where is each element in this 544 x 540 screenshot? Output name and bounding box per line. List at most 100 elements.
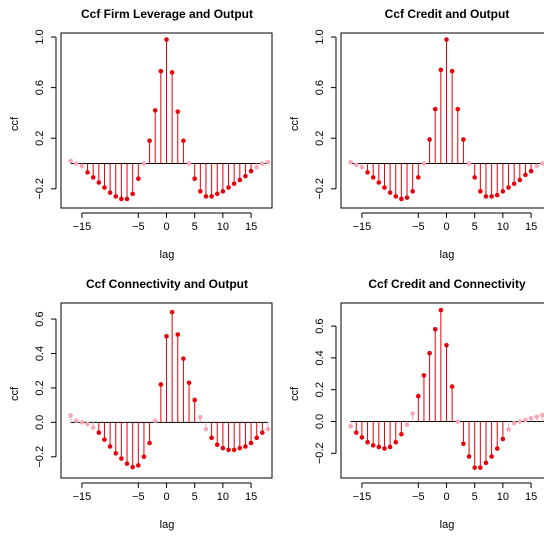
x-axis-label: lag: [440, 249, 455, 261]
ccf-point: [506, 427, 511, 432]
ccf-point: [169, 309, 175, 315]
x-axis-label: lag: [160, 249, 175, 261]
ccf-point: [248, 440, 254, 446]
ccf-point: [203, 194, 209, 199]
x-tick-label: 15: [245, 221, 257, 233]
chart-title: Ccf Firm Leverage and Output: [81, 7, 253, 21]
x-tick-label: −15: [73, 221, 92, 233]
ccf-point: [376, 444, 382, 450]
ccf-point: [387, 190, 393, 195]
ccf-point: [96, 430, 102, 435]
y-tick-label: 0.0: [34, 415, 46, 430]
ccf-point: [107, 444, 113, 449]
ccf-point: [73, 161, 79, 166]
ccf-point: [348, 423, 353, 429]
ccf-point: [79, 420, 85, 425]
plot-frame: [340, 302, 544, 479]
ccf-point: [466, 161, 472, 166]
x-tick-label: 0: [163, 221, 169, 233]
ccf-point: [353, 430, 359, 435]
x-tick-label: 0: [163, 491, 169, 503]
ccf-point: [540, 161, 544, 166]
ccf-point: [393, 439, 399, 445]
ccf-point: [416, 175, 421, 180]
ccf-point: [85, 421, 90, 427]
ccf-point: [141, 454, 147, 460]
y-tick-label: 0.4: [314, 350, 326, 365]
ccf-point: [365, 170, 370, 175]
plot-marks: −15 −5 0 5 10 15 −0.2 0.0 0.2 0.4 0.6: [34, 309, 271, 503]
y-tick-label: 0.6: [34, 311, 46, 326]
ccf-point: [124, 461, 130, 466]
ccf-point: [500, 436, 506, 442]
ccf-point: [376, 180, 382, 185]
ccf-point: [511, 420, 517, 426]
ccf-point: [523, 172, 528, 178]
ccf-point: [141, 161, 147, 166]
ccf-point: [113, 194, 119, 199]
y-axis-label: ccf: [289, 386, 301, 401]
ccf-point: [478, 465, 483, 470]
x-tick-label: 5: [192, 491, 198, 503]
ccf-point: [416, 393, 421, 399]
chart-title: Ccf Connectivity and Output: [86, 277, 248, 291]
y-tick-label: 0.6: [34, 80, 46, 95]
plot-frame: [60, 32, 273, 209]
y-tick-label: 1.0: [34, 29, 46, 44]
ccf-point: [528, 168, 534, 174]
panel-connectivity-output: Ccf Connectivity and Output lag ccf −15−…: [9, 277, 273, 531]
ccf-point: [164, 333, 169, 339]
ccf-point: [511, 181, 517, 187]
chart-title: Ccf Credit and Output: [385, 7, 510, 21]
ccf-point: [73, 418, 79, 423]
ccf-point: [226, 447, 231, 453]
ccf-point: [181, 356, 186, 361]
ccf-point: [517, 419, 523, 424]
x-tick-label: 10: [217, 491, 229, 503]
ccf-point: [192, 397, 197, 403]
x-tick-label: −5: [412, 491, 425, 503]
plot-marks: −15 −5 0 5 10 15 −0.2 0.2 0.6 1.0: [34, 29, 271, 233]
ccf-point: [382, 446, 387, 451]
ccf-point: [169, 70, 175, 75]
ccf-point: [79, 163, 85, 169]
ccf-point: [152, 418, 158, 423]
x-tick-label: 5: [472, 221, 478, 233]
ccf-point: [455, 106, 461, 112]
x-tick-label: −15: [73, 491, 92, 503]
y-axis-label: ccf: [9, 116, 21, 131]
ccf-point: [209, 435, 214, 441]
ccf-point: [449, 68, 455, 74]
x-tick-label: 5: [192, 221, 198, 233]
y-tick-label: 0.2: [314, 382, 326, 397]
ccf-point: [494, 192, 500, 198]
ccf-point: [483, 460, 489, 466]
ccf-point: [248, 168, 254, 174]
x-tick-label: 0: [443, 221, 449, 233]
x-tick-label: 10: [497, 221, 509, 233]
ccf-point: [494, 446, 500, 451]
ccf-point: [506, 185, 511, 190]
x-tick-label: 15: [245, 491, 257, 503]
ccf-point: [382, 185, 387, 190]
ccf-point: [68, 158, 73, 164]
ccf-point: [421, 161, 427, 166]
ccf-point: [472, 465, 477, 470]
ccf-point: [432, 106, 438, 112]
ccf-point: [370, 175, 376, 180]
ccf-point: [186, 161, 192, 166]
ccf-point: [158, 382, 164, 387]
y-axis-label: ccf: [9, 386, 21, 401]
ccf-point: [158, 68, 164, 74]
ccf-point: [438, 67, 444, 73]
ccf-point: [226, 185, 231, 190]
x-tick-label: −5: [132, 221, 145, 233]
ccf-point: [237, 177, 243, 183]
ccf-point: [198, 189, 203, 194]
ccf-point: [175, 109, 181, 114]
ccf-point: [254, 165, 260, 170]
ccf-point: [192, 176, 197, 181]
ccf-point: [68, 413, 73, 418]
plot-marks: −15 −5 0 5 10 15 −0.2 0.2 0.6 1.0: [314, 29, 544, 233]
ccf-point: [404, 422, 410, 427]
